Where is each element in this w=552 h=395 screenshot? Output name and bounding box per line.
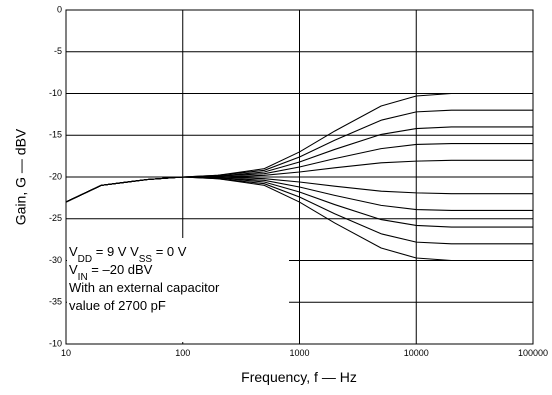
y-tick-label: -10: [49, 88, 62, 98]
y-tick-label: 0: [57, 4, 62, 14]
annotation-text: V: [69, 244, 78, 259]
annotation-text: = 9 V V: [92, 244, 139, 259]
y-tick-label: -15: [49, 130, 62, 140]
annotation-line: value of 2700 pF: [69, 298, 166, 313]
y-tick-label: -10: [49, 338, 62, 348]
annotation-text: = –20 dBV: [88, 262, 153, 277]
y-tick-label: -35: [49, 297, 62, 307]
y-tick-label: -5: [54, 46, 62, 56]
x-tick-label: 10000: [404, 348, 429, 358]
annotation-text: = 0 V: [152, 244, 187, 259]
subscript: DD: [78, 254, 92, 265]
x-tick-label: 100000: [518, 348, 548, 358]
x-tick-label: 10: [61, 348, 71, 358]
annotation-line: With an external capacitor: [69, 280, 220, 295]
annotation-line: VIN = –20 dBV: [69, 262, 153, 283]
annotation-text: With an external capacitor: [69, 280, 220, 295]
y-tick-label: -25: [49, 213, 62, 223]
y-tick-label: -20: [49, 171, 62, 181]
subscript: SS: [139, 254, 153, 265]
y-axis-label: Gain, G — dBV: [13, 128, 29, 225]
curve: [65, 176, 533, 262]
x-axis-label: Frequency, f — Hz: [241, 369, 357, 385]
plot-frame: [65, 9, 534, 345]
x-tick-label: 1000: [289, 348, 309, 358]
x-tick-label: 100: [175, 348, 190, 358]
subscript: IN: [78, 272, 88, 283]
annotation-box: [67, 238, 289, 342]
lines: [65, 92, 533, 262]
y-tick-label: -30: [49, 255, 62, 265]
annotation-line: VDD = 9 V VSS = 0 V: [69, 244, 187, 265]
annotation-text: V: [69, 262, 78, 277]
annotation-text: value of 2700 pF: [69, 298, 166, 313]
